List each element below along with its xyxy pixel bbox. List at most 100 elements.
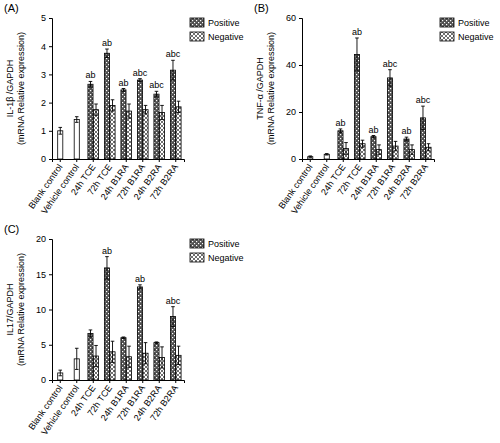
error-bar	[171, 307, 175, 327]
annotation: ab	[368, 125, 378, 135]
bar	[154, 343, 159, 380]
bar	[404, 139, 409, 159]
error-bar	[75, 348, 79, 369]
x-tick-mark	[60, 380, 61, 383]
annotations: abababc	[102, 246, 181, 306]
x-tick-mark	[109, 159, 110, 162]
x-tick-mark	[159, 159, 160, 162]
y-tick: 20	[286, 107, 302, 117]
y-tick-mark	[299, 18, 302, 19]
y-tick: 15	[36, 270, 52, 280]
y-axis-title: IL-1β /GAPDH	[5, 60, 15, 118]
bar	[387, 78, 392, 159]
error-bar	[405, 137, 409, 141]
bar	[104, 268, 109, 380]
error-bar	[75, 117, 79, 123]
legend-label: Negative	[458, 32, 494, 42]
error-bar	[377, 145, 381, 154]
y-axis-line	[299, 19, 303, 160]
error-bar	[122, 89, 126, 92]
error-bar	[122, 337, 126, 338]
x-tick-mark	[76, 380, 77, 383]
x-tick-mark	[142, 380, 143, 383]
x-tick-mark	[159, 380, 160, 383]
y-tick-label: 0	[291, 154, 296, 164]
y-tick: 0	[41, 154, 52, 164]
x-tick-mark	[175, 159, 176, 162]
annotation: abc	[383, 59, 398, 69]
y-tick: 2	[41, 98, 52, 108]
annotation: abc	[149, 80, 164, 90]
figure: ababababcabcabc012345Blank controlVehicl…	[0, 0, 500, 443]
error-bar	[144, 105, 148, 113]
bar	[137, 80, 142, 159]
legend-label: Positive	[458, 18, 490, 28]
legend-swatch	[190, 18, 204, 27]
y-tick-label: 15	[36, 270, 46, 280]
error-bar	[155, 91, 159, 97]
x-axis: Blank controlVehicle control24h TCE72h T…	[26, 380, 184, 437]
y-tick-label: 0	[41, 375, 46, 385]
y-tick: 1	[41, 126, 52, 136]
y-tick: 5	[41, 13, 52, 23]
panel: ababababcabcabc012345Blank controlVehicl…	[4, 2, 244, 216]
plot-marks	[308, 38, 431, 159]
annotation: abc	[416, 95, 431, 105]
legend-swatch	[190, 239, 204, 248]
x-tick: 72h B2RA	[148, 159, 180, 202]
y-tick-label: 1	[41, 126, 46, 136]
y-axis-line	[49, 19, 53, 160]
error-bar	[171, 60, 175, 80]
y-tick-mark	[49, 159, 52, 160]
x-tick-mark	[310, 159, 311, 162]
panel: ababababcababc0204060Blank controlVehicl…	[254, 2, 494, 216]
y-tick: 4	[41, 42, 52, 52]
error-bar	[58, 370, 62, 376]
y-tick-label: 5	[41, 340, 46, 350]
bar	[308, 157, 313, 159]
panel-title: (C)	[4, 223, 19, 235]
annotation: abc	[166, 49, 181, 59]
y-tick: 0	[291, 154, 302, 164]
error-bar	[421, 106, 425, 130]
error-bar	[144, 343, 148, 364]
error-bar	[388, 70, 392, 86]
bar	[154, 94, 159, 159]
annotation: ab	[335, 118, 345, 128]
error-bar	[372, 136, 376, 138]
y-axis-title: IL17/GAPDH	[5, 283, 15, 335]
error-bar	[138, 285, 142, 289]
y-tick: 10	[36, 305, 52, 315]
x-tick: 72h B2RA	[148, 380, 180, 423]
x-tick-mark	[359, 159, 360, 162]
y-axis-title: (mRNA Relative expression)	[16, 32, 26, 145]
y-tick-label: 20	[286, 107, 296, 117]
x-tick-label: 72h B2RA	[148, 383, 180, 422]
x-tick-mark	[76, 159, 77, 162]
y-tick: 3	[41, 70, 52, 80]
error-bar	[160, 105, 164, 119]
error-bar	[127, 346, 131, 367]
y-tick-label: 0	[41, 154, 46, 164]
error-bar	[105, 257, 109, 280]
y-axis-line	[49, 240, 53, 381]
annotation: abc	[133, 68, 148, 78]
error-bar	[325, 154, 329, 155]
legend: PositiveNegative	[190, 18, 244, 42]
bar	[93, 110, 98, 159]
bar	[58, 131, 63, 159]
error-bar	[58, 127, 62, 134]
error-bar	[138, 79, 142, 82]
x-tick: 72h B2RA	[398, 159, 430, 202]
plot-marks	[58, 257, 181, 380]
error-bar	[94, 104, 98, 115]
bar	[170, 70, 175, 159]
bar	[121, 90, 126, 159]
bar	[137, 287, 142, 380]
y-tick-label: 4	[41, 42, 46, 52]
x-tick-mark	[409, 159, 410, 162]
x-tick-mark	[175, 380, 176, 383]
x-tick-mark	[126, 159, 127, 162]
y-tick-mark	[49, 274, 52, 275]
bar	[74, 120, 79, 159]
